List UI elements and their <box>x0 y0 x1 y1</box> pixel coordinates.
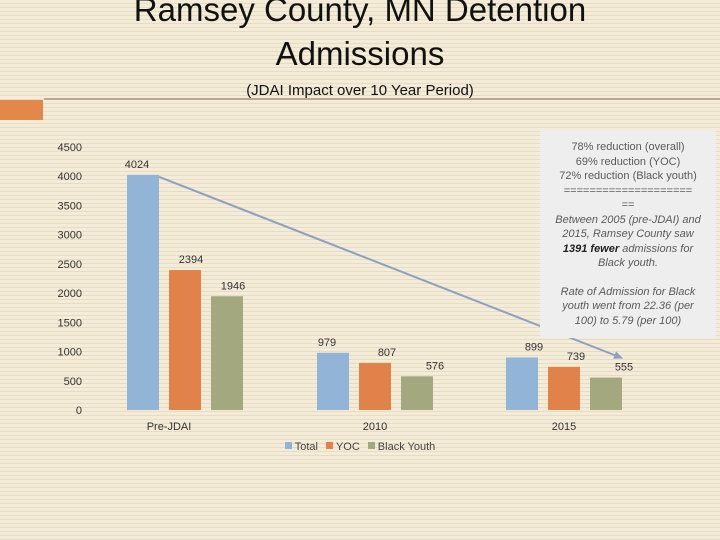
legend-label: YOC <box>335 441 360 453</box>
value-labels: 4024 2394 1946 979 807 576 899 739 555 <box>125 159 633 374</box>
summary-lines: 78% reduction (overall) 69% reduction (YO… <box>540 140 716 242</box>
bar-black-youth-2015 <box>590 377 622 410</box>
legend-item-black-youth: Black Youth <box>367 441 436 453</box>
legend-item-total: Total <box>284 441 318 453</box>
y-tick-label: 4500 <box>58 142 82 154</box>
x-tick-label: 2010 <box>363 421 387 433</box>
y-tick-label: 1000 <box>58 347 82 359</box>
y-tick-label: 0 <box>76 405 82 417</box>
bar-total-2010 <box>317 352 349 410</box>
bar-yoc-pre-jdai <box>169 270 201 410</box>
bar-total-pre-jdai <box>127 174 159 410</box>
summary-emphasis-line: 1391 fewer admissions for <box>540 242 716 257</box>
summary-line-4: ==================== <box>563 184 693 197</box>
x-tick-label: Pre-JDAI <box>147 421 192 433</box>
x-tick-label: 2015 <box>552 421 576 433</box>
x-axis: Pre-JDAI 2010 2015 <box>147 421 577 433</box>
summary-after-lines: Black youth. <box>540 256 716 271</box>
y-tick-label: 4000 <box>58 171 82 183</box>
data-label: 979 <box>318 337 336 349</box>
data-label: 555 <box>615 362 633 374</box>
bar-group <box>127 174 622 410</box>
y-tick-label: 2000 <box>58 288 82 300</box>
data-label: 1946 <box>221 280 245 292</box>
summary-line-5: == <box>621 199 635 211</box>
rate-line-1: Rate of Admission for Black <box>560 285 696 298</box>
legend-label: Black Youth <box>377 441 436 453</box>
slide-subtitle: (JDAI Impact over 10 Year Period) <box>246 82 474 99</box>
y-tick-label: 1500 <box>58 317 82 329</box>
slide-title-line-2: Admissions <box>275 35 445 72</box>
summary-line-3: 72% reduction (Black youth) <box>559 170 697 182</box>
summary-emphasis-strong: 1391 fewer <box>562 242 620 255</box>
summary-after-line-1: Black youth. <box>598 257 658 269</box>
summary-callout: 78% reduction (overall) 69% reduction (YO… <box>540 130 716 338</box>
data-label: 807 <box>378 347 396 359</box>
bar-yoc-2010 <box>359 362 391 410</box>
bar-black-youth-pre-jdai <box>211 296 243 410</box>
legend-swatch <box>367 442 375 449</box>
summary-line-6: Between 2005 (pre-JDAI) and <box>555 213 701 226</box>
legend-label: Total <box>294 441 318 453</box>
title-divider <box>44 98 720 100</box>
y-axis: 0 500 1000 1500 2000 2500 3000 3500 4000 4500 <box>58 142 82 417</box>
slide-title-line-1: Ramsey County, MN Detention <box>133 0 587 28</box>
rate-line-2: youth went from 22.36 (per <box>562 300 694 312</box>
bar-yoc-2015 <box>548 366 580 410</box>
data-label: 576 <box>426 360 444 372</box>
data-label: 739 <box>567 351 585 363</box>
slide-title: Ramsey County, MN Detention Admissions <box>60 0 660 76</box>
bar-total-2015 <box>506 357 538 410</box>
data-label: 2394 <box>179 254 203 266</box>
y-tick-label: 3000 <box>58 230 82 242</box>
y-tick-label: 2500 <box>58 259 82 271</box>
summary-emphasis-rest: admissions for <box>619 242 694 255</box>
rate-line-3: 100) to 5.79 (per 100) <box>574 314 682 327</box>
summary-line-2: 69% reduction (YOC) <box>575 155 681 168</box>
y-tick-label: 3500 <box>58 200 82 212</box>
legend-swatch <box>325 442 333 449</box>
accent-block <box>0 100 43 120</box>
data-label: 899 <box>525 341 543 353</box>
chart-legend: Total YOC Black Youth <box>0 441 720 453</box>
legend-item-yoc: YOC <box>325 441 360 453</box>
legend-swatch <box>284 442 292 449</box>
data-label: 4024 <box>125 159 149 171</box>
summary-line-7: 2015, Ramsey County saw <box>562 228 694 240</box>
y-tick-label: 500 <box>64 376 82 388</box>
bar-black-youth-2010 <box>401 376 433 410</box>
summary-line-1: 78% reduction (overall) <box>571 141 685 153</box>
rate-lines: Rate of Admission for Black youth went fr… <box>540 285 716 329</box>
